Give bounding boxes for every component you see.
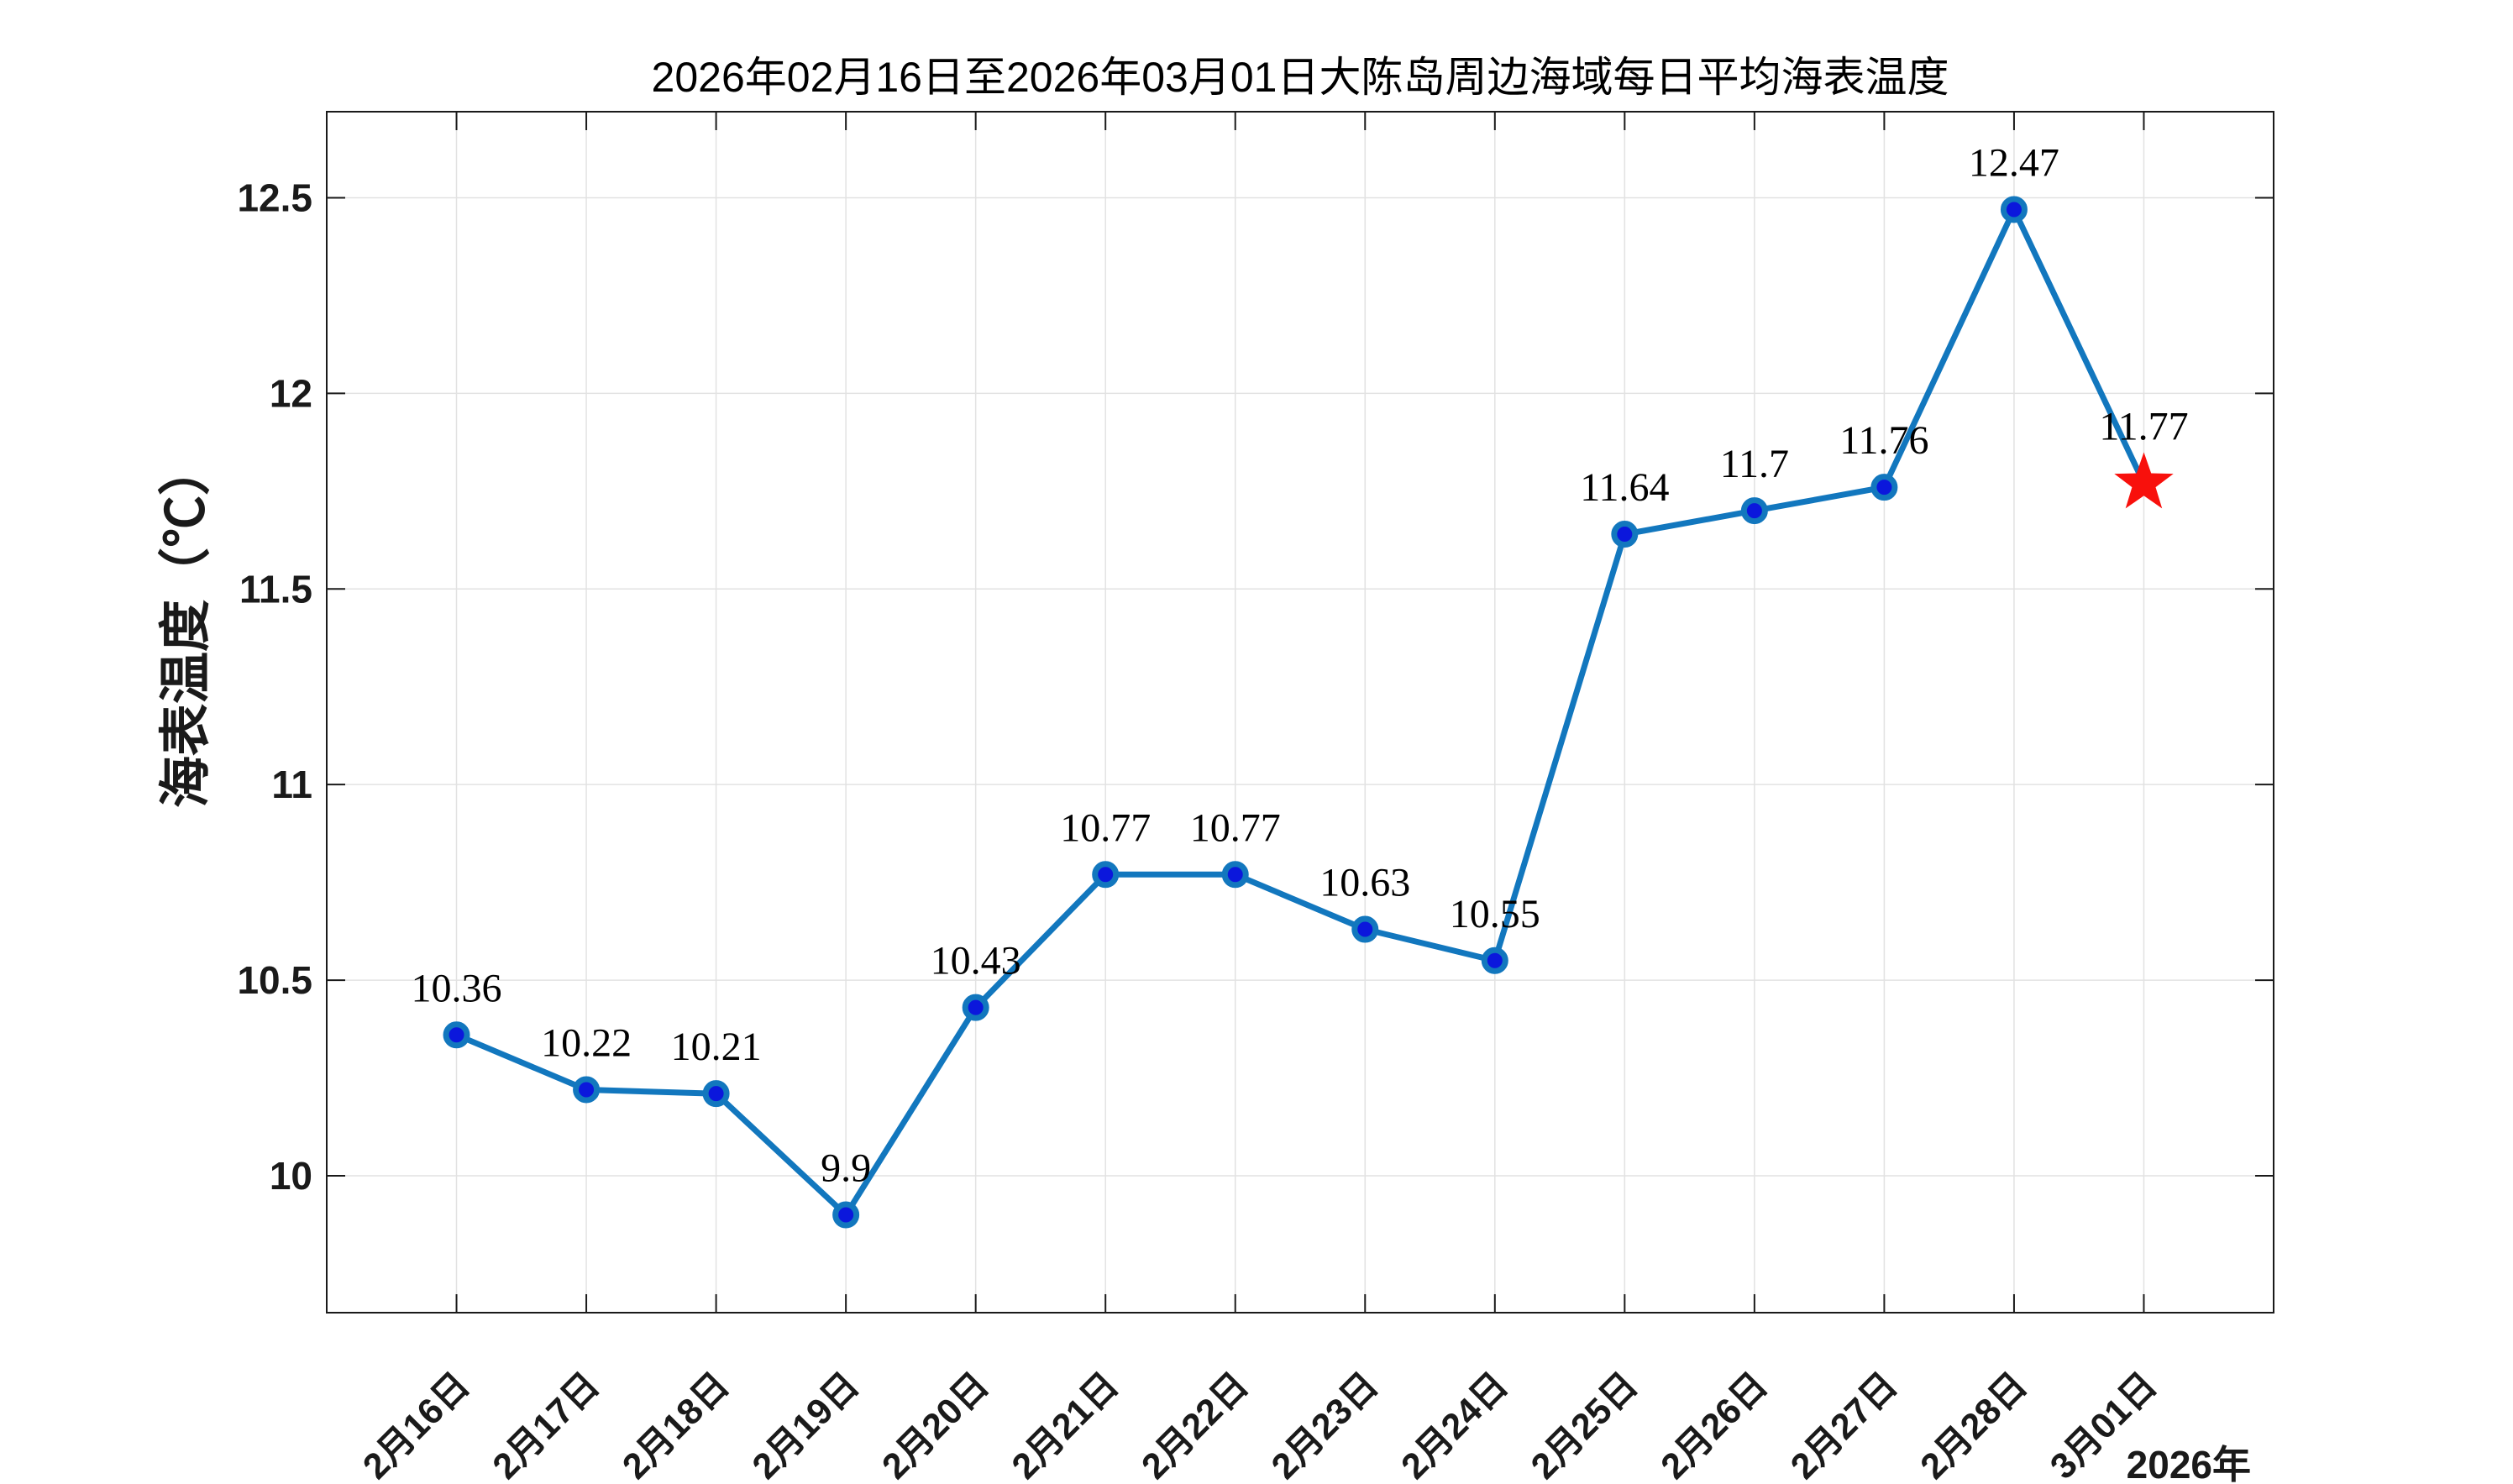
- data-value-label: 10.21: [671, 1025, 762, 1069]
- x-tick-label: 2月24日: [1393, 1365, 1515, 1484]
- x-tick-label: 3月01日: [2043, 1365, 2164, 1484]
- x-tick-label: 2月25日: [1524, 1365, 1645, 1484]
- data-point-marker: [1611, 521, 1639, 548]
- x-tick-label: 2月18日: [615, 1365, 737, 1484]
- x-tick-label: 2月26日: [1653, 1365, 1775, 1484]
- highlight-star-marker: [2114, 452, 2174, 509]
- y-tick-labels: 10 10.5 11 11.5 12 12.5: [237, 176, 312, 1197]
- y-tick-label: 10: [270, 1154, 312, 1198]
- x-axis-year-label: 2026年: [2126, 1443, 2251, 1484]
- data-value-labels: 10.36 10.22 10.21 9.9 10.43 10.77 10.77 10.63 10…: [412, 140, 2189, 1190]
- x-tick-label: 2月27日: [1783, 1365, 1905, 1484]
- data-value-label: 11.77: [2099, 405, 2188, 449]
- data-point-marker: [2000, 196, 2028, 223]
- x-tick-labels: 2月16日 2月17日 2月18日 2月19日 2月20日 2月21日 2月22日 2月23日…: [355, 1365, 2164, 1484]
- y-tick-label: 10.5: [237, 958, 312, 1002]
- data-value-label: 9.9: [821, 1146, 871, 1191]
- data-value-label: 10.22: [541, 1020, 632, 1065]
- data-point-marker: [443, 1021, 470, 1049]
- data-value-label: 10.63: [1319, 861, 1410, 905]
- data-value-label: 11.7: [1720, 442, 1789, 486]
- x-tick-label: 2月21日: [1005, 1365, 1126, 1484]
- data-value-label: 10.55: [1450, 892, 1540, 936]
- y-tick-label: 11.5: [239, 567, 312, 611]
- plot-border: [326, 111, 2274, 1314]
- x-tick-label: 2月17日: [485, 1365, 607, 1484]
- data-point-marker: [1870, 474, 1898, 501]
- tick-marks: [327, 112, 2274, 1313]
- x-tick-label: 2月19日: [745, 1365, 867, 1484]
- data-point-marker: [573, 1076, 601, 1104]
- data-point-markers: [443, 196, 2028, 1229]
- y-tick-label: 12: [270, 371, 312, 415]
- data-point-marker: [702, 1080, 730, 1108]
- data-value-label: 10.43: [931, 939, 1021, 983]
- data-value-label: 12.47: [1969, 140, 2059, 185]
- y-tick-label: 12.5: [237, 176, 312, 219]
- x-tick-label: 2月22日: [1134, 1365, 1256, 1484]
- data-point-marker: [1481, 947, 1508, 974]
- data-value-label: 10.77: [1190, 805, 1281, 850]
- x-tick-label: 2月20日: [874, 1365, 996, 1484]
- y-tick-label: 11: [271, 763, 312, 806]
- data-value-label: 10.77: [1060, 805, 1151, 850]
- x-tick-label: 2月28日: [1913, 1365, 2035, 1484]
- data-value-label: 11.76: [1839, 418, 1928, 463]
- data-point-marker: [1740, 497, 1768, 525]
- data-value-label: 11.64: [1580, 465, 1669, 510]
- series-line: [454, 206, 2147, 1219]
- data-point-marker: [832, 1201, 860, 1229]
- data-point-marker: [1351, 915, 1379, 943]
- data-point-marker: [1092, 861, 1120, 889]
- gridlines: [327, 112, 2274, 1313]
- x-tick-label: 2月16日: [355, 1365, 477, 1484]
- chart-title: 2026年02月16日至2026年03月01日大陈岛周边海域每日平均海表温度: [651, 54, 1949, 101]
- x-tick-label: 2月23日: [1264, 1365, 1386, 1484]
- data-value-label: 10.36: [412, 966, 502, 1010]
- data-point-marker: [1221, 861, 1249, 889]
- data-point-marker: [962, 994, 989, 1021]
